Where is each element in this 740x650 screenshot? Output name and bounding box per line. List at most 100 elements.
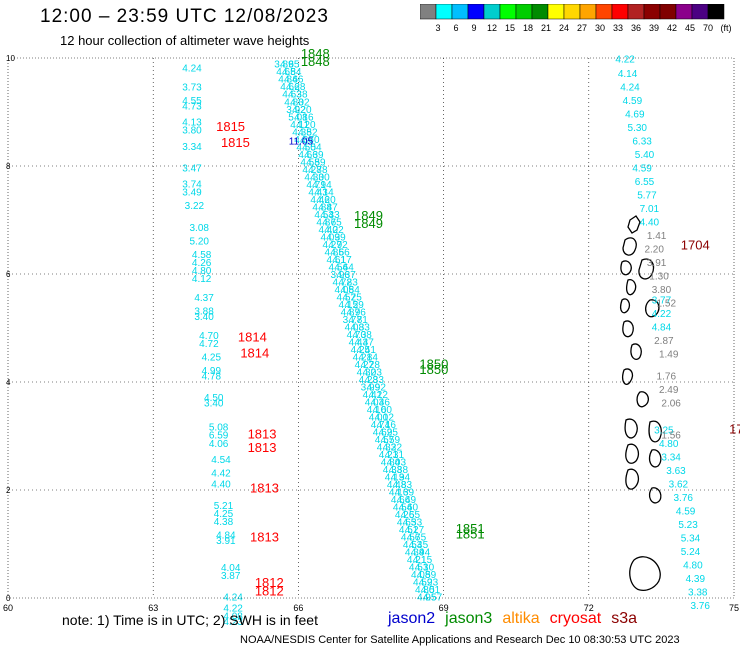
wave-height-label: 4.63: [282, 90, 302, 101]
wave-height-label: 4.28: [302, 165, 322, 176]
wave-height-label: 4.59: [623, 96, 643, 107]
pass-time-label: 1849: [354, 216, 383, 231]
wave-height-label: 4.08: [345, 322, 365, 333]
wave-height-label: 4.03: [365, 398, 385, 409]
map-frame: [7, 57, 735, 599]
island-outline: [636, 391, 650, 408]
wave-height-label: 4.20: [316, 195, 336, 206]
wave-height-label: 4.70: [347, 330, 367, 341]
wave-height-label: 2.20: [644, 244, 664, 255]
island-outline: [622, 368, 634, 385]
wave-height-label: 4.06: [209, 439, 229, 450]
wave-height-label: 4.84: [312, 202, 332, 213]
wave-height-label: 4.75: [407, 533, 427, 544]
pass-time-label: 170: [729, 421, 740, 436]
wave-height-label: 3.74: [182, 180, 202, 191]
wave-height-label: 4.40: [640, 217, 660, 228]
wave-height-label: 4.20: [296, 120, 316, 131]
x-tick-label: 66: [293, 603, 303, 613]
wave-height-label: 4.50: [296, 142, 316, 153]
wave-height-label: 4.55: [401, 510, 421, 521]
pass-time-label: 1813: [250, 481, 279, 496]
wave-height-label: 3.80: [652, 285, 672, 296]
scale-label: 42: [667, 23, 677, 33]
wave-height-label: 4.43: [308, 187, 328, 198]
legend-cryosat: cryosat: [549, 610, 602, 627]
scale-label: 27: [577, 23, 587, 33]
wave-height-label: 4.78: [202, 371, 222, 382]
scale-swatch: [707, 4, 725, 20]
wave-height-label: 4.24: [223, 593, 243, 604]
wave-height-label: 3.99: [361, 383, 381, 394]
wave-height-label: 4.13: [385, 473, 405, 484]
wave-height-label: 4.25: [351, 345, 371, 356]
wave-height-label: 4.62: [373, 428, 393, 439]
wave-height-label: 4.39: [304, 150, 324, 161]
legend-jason2: jason2: [388, 610, 436, 627]
scale-label: 24: [559, 23, 569, 33]
wave-height-label: 4.96: [346, 307, 366, 318]
pass-time-label: 1812: [255, 575, 284, 590]
wave-height-label: 4.66: [284, 75, 304, 86]
wave-height-label: 4.83: [338, 277, 358, 288]
wave-height-label: 4.45: [409, 540, 429, 551]
wave-height-label: 4.33: [364, 375, 384, 386]
pass-time-label: 1850: [419, 357, 448, 372]
wave-height-label: 4.59: [417, 570, 437, 581]
wave-height-label: 4.38: [352, 330, 372, 341]
wave-height-label: 4.51: [399, 525, 419, 536]
scale-label: 21: [541, 23, 551, 33]
wave-height-label-high: 11.05: [289, 136, 314, 147]
wave-height-label: 4.40: [318, 225, 338, 236]
pass-time-label: 1813: [248, 440, 277, 455]
wave-height-label: 4.28: [360, 360, 380, 371]
wave-height-label: 5.08: [209, 423, 229, 434]
pass-time-label: 1815: [221, 135, 250, 150]
wave-height-label: 4.03: [362, 367, 382, 378]
wave-height-label: 3.89: [274, 60, 294, 71]
wave-height-label: 4.40: [211, 479, 231, 490]
wave-height-label: 4.95: [417, 593, 437, 604]
island-outline: [627, 215, 641, 234]
wave-height-label: 4.57: [375, 435, 395, 446]
wave-height-label: 4.60: [373, 405, 393, 416]
wave-height-label: 4.54: [314, 210, 334, 221]
scale-label: 33: [613, 23, 623, 33]
y-tick-label: 8: [6, 162, 11, 171]
wave-height-label: 4.08: [411, 570, 431, 581]
wave-height-label: 4.38: [292, 127, 312, 138]
wave-height-label: 4.37: [336, 270, 356, 281]
wave-height-label: 3.38: [688, 587, 708, 598]
wave-height-label: 4.33: [320, 210, 340, 221]
pass-time-label: 1813: [248, 427, 277, 442]
island-outline: [629, 556, 661, 591]
wave-height-label: 4.52: [298, 127, 318, 138]
island-outline: [648, 449, 662, 468]
map-title: 12:00 – 23:59 UTC 12/08/2023: [40, 6, 329, 27]
scale-label: 3: [435, 23, 440, 33]
wave-height-label: 4.57: [337, 292, 357, 303]
wave-height-label: 2.49: [659, 385, 679, 396]
wave-height-label: 4.57: [423, 593, 443, 604]
wave-height-label: 4.70: [300, 135, 320, 146]
satellite-legend: jason2 jason3 altika cryosat s3a: [388, 610, 647, 628]
wave-height-label: 4.84: [381, 458, 401, 469]
wave-height-label: 4.33: [377, 443, 397, 454]
wave-height-label: 4.17: [332, 255, 352, 266]
legend-altika: altika: [502, 610, 540, 627]
wave-height-label: 4.88: [389, 465, 409, 476]
wave-height-label: 4.38: [288, 90, 308, 101]
wave-height-label: 4.42: [211, 469, 231, 480]
wave-height-label: 4.12: [368, 390, 388, 401]
island-outline: [624, 418, 638, 439]
wave-height-label: 4.54: [328, 262, 348, 273]
wave-height-label: 4.42: [363, 390, 383, 401]
wave-height-label: 4.39: [326, 232, 346, 243]
wave-height-label: 4.27: [405, 525, 425, 536]
color-scale-labels: 3 6 9 12 15 18 21 24 27 30 33 36 39 42 45 70 (ft): [435, 23, 731, 33]
wave-height-label: 4.92: [366, 383, 386, 394]
wave-height-label: 4.85: [324, 247, 344, 258]
pass-time-label: 1849: [354, 208, 383, 223]
wave-height-label: 4.65: [322, 217, 342, 228]
